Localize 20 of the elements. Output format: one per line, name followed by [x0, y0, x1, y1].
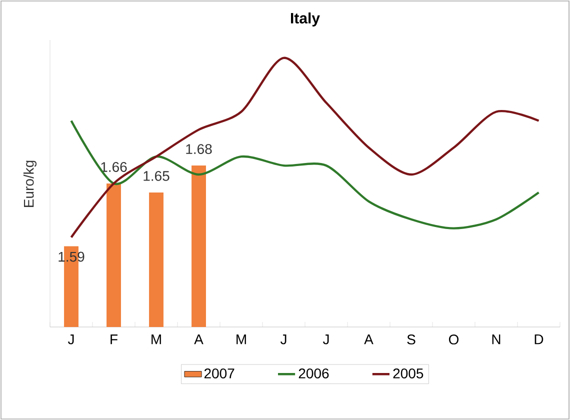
legend-label: 2006 [298, 368, 329, 378]
x-tick-label: D [534, 334, 544, 344]
legend-label: 2005 [393, 368, 424, 378]
x-tick-label: A [194, 334, 204, 344]
x-tick-label: M [152, 334, 161, 344]
x-tick-label: M [236, 334, 246, 344]
x-tick-label: O [448, 334, 459, 344]
data-label: 1.65 [144, 171, 170, 181]
y-axis-title: Euro/kg [23, 160, 37, 207]
x-tick-label: J [280, 334, 286, 344]
x-tick-label: J [68, 334, 74, 344]
chart-title: Italy [291, 12, 320, 26]
x-tick-label: S [407, 334, 416, 344]
legend-label: 2007 [204, 368, 234, 378]
x-tick-label: A [364, 334, 374, 344]
x-tick-label: F [110, 334, 118, 344]
x-tick-label: J [322, 334, 329, 344]
x-tick-label: N [492, 334, 500, 344]
data-label: 1.68 [186, 144, 212, 154]
data-label: 1.66 [101, 162, 127, 172]
